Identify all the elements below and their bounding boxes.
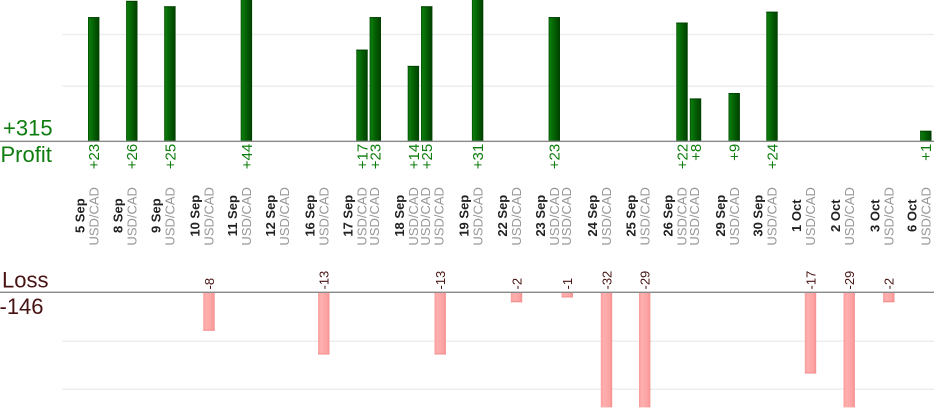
svg-text:Loss: Loss — [2, 268, 48, 293]
svg-text:2 Oct: 2 Oct — [828, 199, 843, 232]
svg-text:3 Oct: 3 Oct — [868, 199, 883, 232]
svg-text:USD/CAD: USD/CAD — [637, 187, 652, 246]
svg-text:22 Sep: 22 Sep — [495, 195, 510, 237]
svg-text:USD/CAD: USD/CAD — [125, 187, 140, 246]
svg-text:+23: +23 — [368, 144, 385, 169]
svg-text:USD/CAD: USD/CAD — [432, 187, 447, 246]
svg-text:25 Sep: 25 Sep — [623, 195, 638, 237]
svg-text:+44: +44 — [239, 144, 256, 169]
svg-text:+23: +23 — [547, 144, 564, 169]
svg-text:11 Sep: 11 Sep — [225, 195, 240, 236]
svg-text:9 Sep: 9 Sep — [149, 198, 164, 233]
svg-text:+9: +9 — [727, 144, 744, 161]
svg-text:-29: -29 — [638, 271, 653, 290]
svg-text:USD/CAD: USD/CAD — [202, 187, 217, 246]
svg-text:+1: +1 — [918, 144, 934, 161]
svg-text:29 Sep: 29 Sep — [713, 195, 728, 237]
svg-text:Profit: Profit — [1, 142, 52, 167]
svg-text:+26: +26 — [124, 144, 141, 169]
svg-text:+8: +8 — [688, 144, 705, 161]
svg-text:USD/CAD: USD/CAD — [277, 187, 292, 246]
svg-text:30 Sep: 30 Sep — [751, 195, 766, 237]
svg-text:-2: -2 — [509, 278, 524, 290]
svg-text:6 Oct: 6 Oct — [905, 199, 920, 232]
svg-text:USD/CAD: USD/CAD — [509, 187, 524, 246]
svg-text:USD/CAD: USD/CAD — [239, 187, 254, 246]
svg-text:-17: -17 — [803, 271, 818, 290]
svg-text:USD/CAD: USD/CAD — [765, 187, 780, 246]
svg-text:USD/CAD: USD/CAD — [882, 187, 897, 246]
svg-text:12 Sep: 12 Sep — [263, 195, 278, 237]
svg-text:USD/CAD: USD/CAD — [470, 187, 485, 246]
svg-text:-13: -13 — [433, 271, 448, 290]
svg-text:-32: -32 — [599, 271, 614, 290]
svg-text:26 Sep: 26 Sep — [661, 195, 676, 237]
svg-text:-1: -1 — [560, 278, 575, 290]
svg-text:+31: +31 — [470, 144, 487, 169]
svg-text:-13: -13 — [317, 271, 332, 290]
svg-text:-8: -8 — [202, 278, 217, 290]
svg-text:+23: +23 — [86, 144, 103, 169]
svg-text:18 Sep: 18 Sep — [392, 195, 407, 237]
svg-text:-2: -2 — [882, 278, 897, 290]
svg-text:8 Sep: 8 Sep — [111, 198, 126, 233]
svg-text:USD/CAD: USD/CAD — [687, 187, 702, 246]
svg-text:+22: +22 — [674, 144, 691, 169]
svg-text:+24: +24 — [764, 144, 781, 169]
svg-text:+14: +14 — [406, 144, 423, 169]
svg-text:+315: +315 — [3, 115, 53, 140]
svg-text:-29: -29 — [842, 271, 857, 290]
svg-text:USD/CAD: USD/CAD — [367, 187, 382, 246]
svg-text:USD/CAD: USD/CAD — [317, 187, 332, 246]
svg-text:10 Sep: 10 Sep — [188, 195, 203, 237]
svg-text:+17: +17 — [354, 144, 371, 169]
svg-text:16 Sep: 16 Sep — [303, 195, 318, 237]
svg-text:USD/CAD: USD/CAD — [418, 187, 433, 246]
svg-text:USD/CAD: USD/CAD — [842, 187, 857, 246]
svg-text:24 Sep: 24 Sep — [585, 195, 600, 237]
svg-text:USD/CAD: USD/CAD — [675, 187, 690, 246]
svg-text:USD/CAD: USD/CAD — [803, 187, 818, 246]
svg-text:USD/CAD: USD/CAD — [86, 187, 101, 246]
svg-text:1 Oct: 1 Oct — [789, 199, 804, 232]
svg-text:-146: -146 — [0, 294, 44, 319]
svg-text:+25: +25 — [419, 144, 436, 169]
svg-text:USD/CAD: USD/CAD — [919, 187, 934, 246]
svg-text:19 Sep: 19 Sep — [456, 195, 471, 237]
svg-text:USD/CAD: USD/CAD — [355, 187, 370, 246]
svg-text:USD/CAD: USD/CAD — [599, 187, 614, 246]
svg-text:USD/CAD: USD/CAD — [547, 187, 562, 246]
svg-text:USD/CAD: USD/CAD — [163, 187, 178, 246]
svg-text:USD/CAD: USD/CAD — [727, 187, 742, 246]
svg-text:17 Sep: 17 Sep — [341, 195, 356, 237]
svg-text:USD/CAD: USD/CAD — [559, 187, 574, 246]
svg-text:+25: +25 — [162, 144, 179, 169]
svg-text:5 Sep: 5 Sep — [72, 198, 87, 233]
svg-text:USD/CAD: USD/CAD — [406, 187, 421, 246]
svg-text:23 Sep: 23 Sep — [533, 195, 548, 237]
